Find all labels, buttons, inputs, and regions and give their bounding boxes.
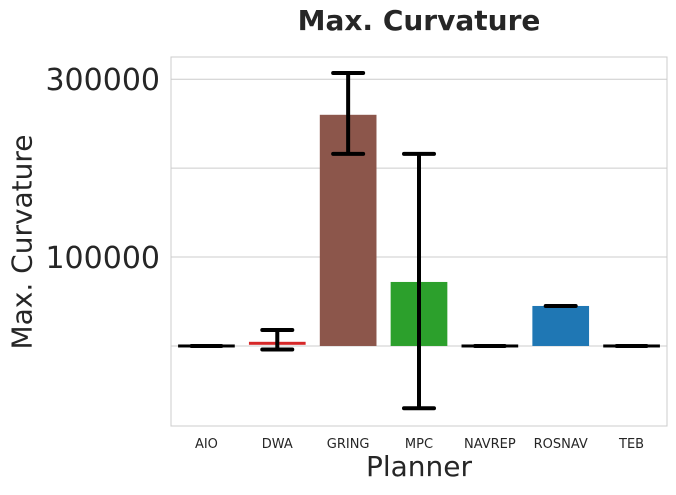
plot-frame xyxy=(170,56,668,427)
x-tick-label: ROSNAV xyxy=(534,437,588,452)
x-axis-label: Planner xyxy=(365,450,473,483)
chart-title: Max. Curvature xyxy=(297,4,541,37)
x-tick-label: TEB xyxy=(618,437,644,452)
x-tick-label: AIO xyxy=(195,437,218,452)
y-tick-label: 100000 xyxy=(45,241,160,276)
x-tick-label: MPC xyxy=(405,437,433,452)
axis-layer: 300000 100000 AIO DWA GRING MPC NAVREP ROSNAV TE… xyxy=(45,56,668,452)
y-tick-label: 300000 xyxy=(45,63,160,98)
error-bar-layer xyxy=(189,71,649,411)
bar xyxy=(532,305,590,346)
x-tick-label: GRING xyxy=(327,437,370,452)
x-tick-label: DWA xyxy=(262,437,293,452)
x-tick-label: NAVREP xyxy=(464,437,516,452)
